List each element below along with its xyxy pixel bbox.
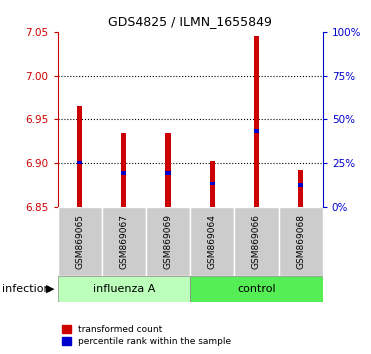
Bar [77, 161, 82, 164]
Bar [165, 133, 171, 207]
Bar [190, 276, 323, 302]
Bar [58, 276, 190, 302]
FancyBboxPatch shape [58, 207, 102, 276]
Text: GSM869069: GSM869069 [164, 214, 173, 269]
Legend: transformed count, percentile rank within the sample: transformed count, percentile rank withi… [62, 325, 232, 346]
FancyBboxPatch shape [234, 207, 279, 276]
Text: control: control [237, 284, 276, 294]
FancyBboxPatch shape [102, 207, 146, 276]
Bar [121, 171, 127, 175]
Bar [210, 161, 215, 207]
Text: GSM869065: GSM869065 [75, 214, 84, 269]
Text: infection: infection [2, 284, 50, 294]
Bar [121, 133, 127, 207]
Bar [254, 36, 259, 207]
Text: GSM869066: GSM869066 [252, 214, 261, 269]
Bar [165, 171, 171, 175]
Bar [298, 170, 303, 207]
FancyBboxPatch shape [146, 207, 190, 276]
FancyBboxPatch shape [279, 207, 323, 276]
Bar [254, 129, 259, 133]
Text: GSM869067: GSM869067 [119, 214, 128, 269]
Text: ▶: ▶ [46, 284, 54, 294]
FancyBboxPatch shape [190, 207, 234, 276]
Title: GDS4825 / ILMN_1655849: GDS4825 / ILMN_1655849 [108, 15, 272, 28]
Text: GSM869064: GSM869064 [208, 214, 217, 269]
Text: influenza A: influenza A [93, 284, 155, 294]
Bar [210, 182, 215, 185]
Bar [298, 183, 303, 187]
Text: GSM869068: GSM869068 [296, 214, 305, 269]
Bar [77, 106, 82, 207]
